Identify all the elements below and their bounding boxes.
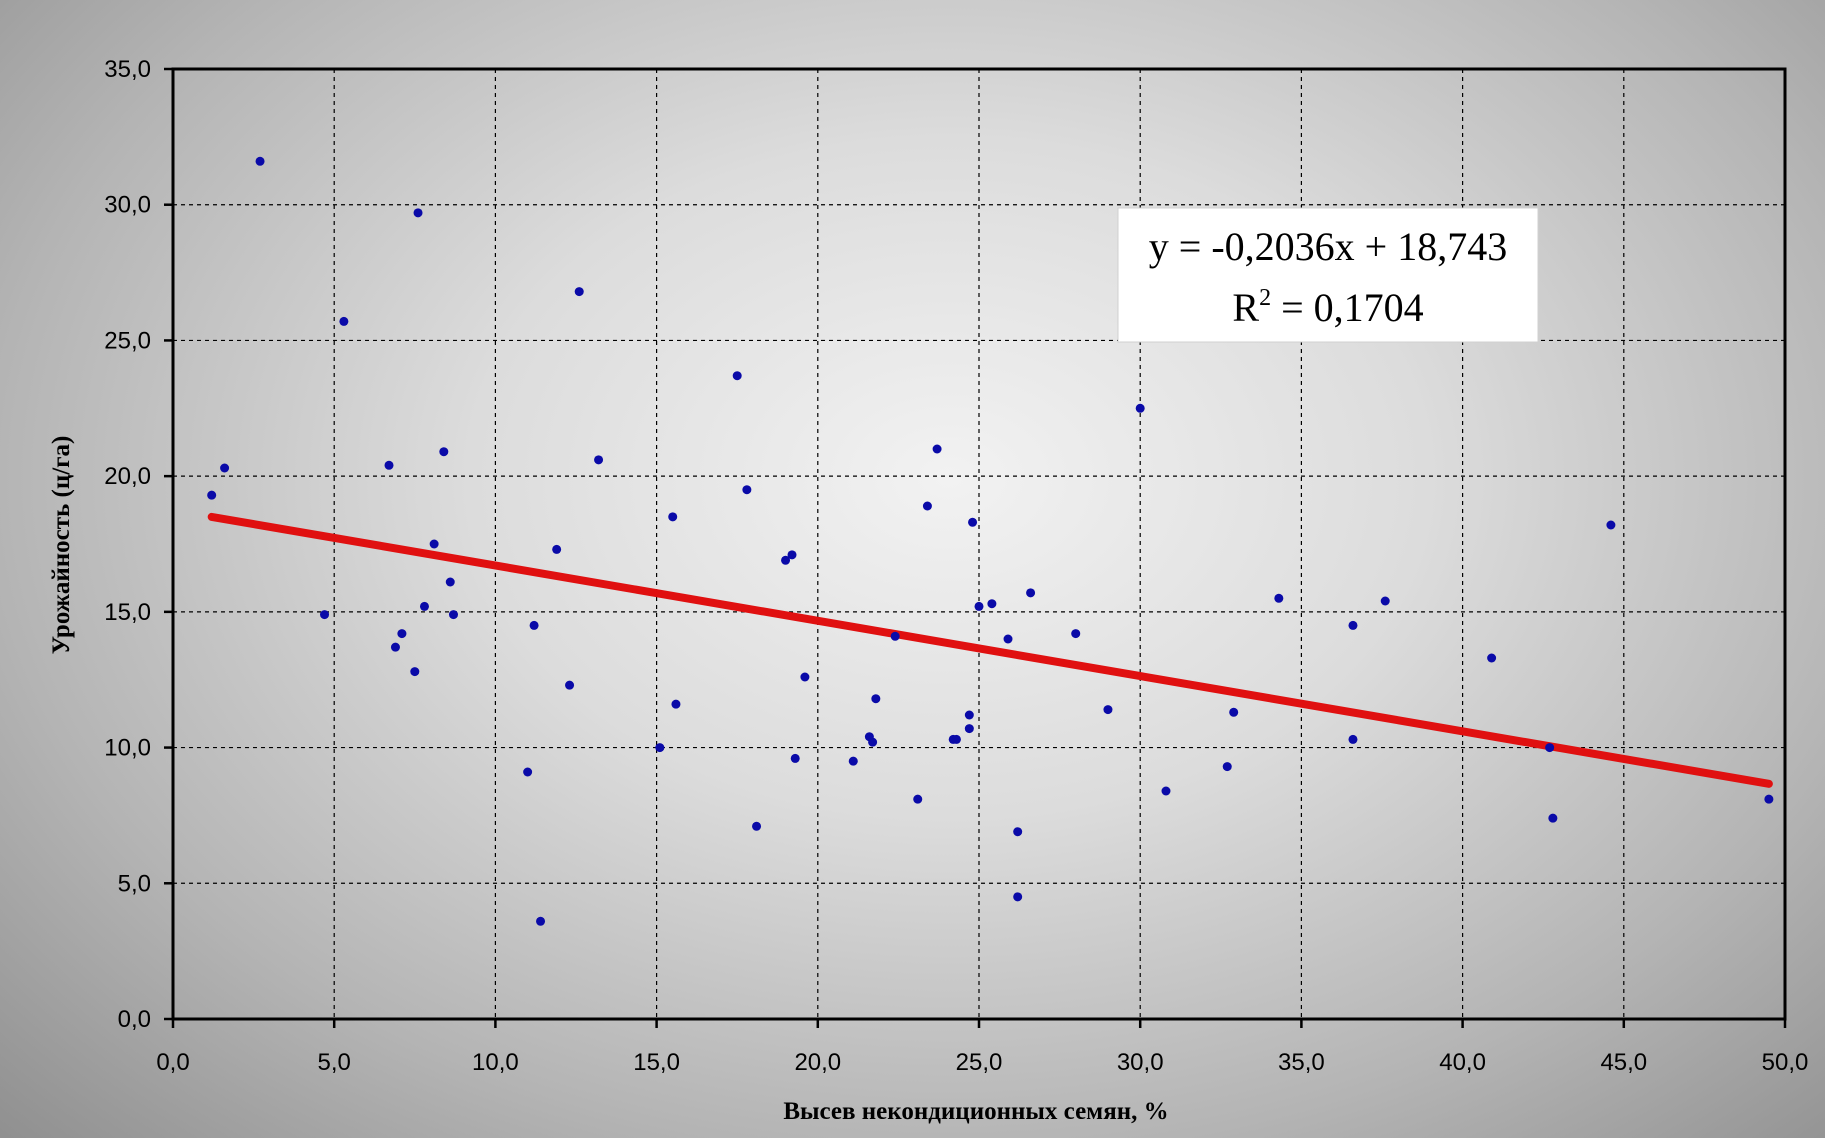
y-tick-label: 35,0: [104, 56, 151, 83]
data-point: [1222, 762, 1232, 772]
r-squared-exponent: 2: [1259, 285, 1271, 311]
data-point: [913, 794, 923, 804]
data-point: [1026, 588, 1036, 598]
y-tick-labels: 0,0 5,0 10,0 15,0 20,0 25,0 30,0 35,0: [104, 56, 151, 1033]
data-point: [220, 463, 230, 473]
x-tick-label: 35,0: [1278, 1049, 1325, 1076]
data-point: [536, 916, 546, 926]
data-point: [565, 680, 575, 690]
data-point: [1545, 743, 1555, 753]
data-point: [397, 629, 407, 639]
data-point: [594, 455, 604, 465]
data-point: [574, 287, 584, 297]
y-tick-label: 5,0: [118, 870, 151, 897]
data-point: [529, 620, 539, 630]
data-point: [1548, 813, 1558, 823]
x-tick-label: 30,0: [1117, 1049, 1164, 1076]
data-point: [868, 737, 878, 747]
data-point: [1013, 892, 1023, 902]
data-point: [339, 316, 349, 326]
data-point: [523, 767, 533, 777]
x-tick-label: 0,0: [156, 1049, 189, 1076]
data-point: [752, 821, 762, 831]
data-point: [987, 599, 997, 609]
r-squared-label: R2 = 0,1704: [1232, 285, 1423, 330]
x-tick-labels: 0,0 5,0 10,0 15,0 20,0 25,0 30,0 35,0 40,0 45,0 50…: [156, 1049, 1808, 1076]
data-point: [848, 756, 858, 766]
equation-box: y = -0,2036x + 18,743 R2 = 0,1704: [1117, 207, 1539, 343]
data-point: [1003, 634, 1013, 644]
data-point: [410, 667, 420, 677]
trendline-equation: y = -0,2036x + 18,743: [1149, 224, 1507, 269]
y-tick-label: 10,0: [104, 735, 151, 762]
data-point: [439, 447, 449, 457]
data-point: [1348, 734, 1358, 744]
x-tick-label: 45,0: [1600, 1049, 1647, 1076]
trendline: [207, 512, 1773, 788]
r-squared-symbol: R: [1232, 285, 1259, 330]
x-tick-label: 15,0: [633, 1049, 680, 1076]
data-point: [932, 444, 942, 454]
data-point: [390, 642, 400, 652]
r-squared-value: = 0,1704: [1271, 285, 1424, 330]
data-point: [732, 371, 742, 381]
data-point: [255, 156, 265, 166]
data-point: [951, 734, 961, 744]
data-point: [871, 694, 881, 704]
data-point: [1274, 593, 1284, 603]
data-point: [781, 555, 791, 565]
data-point: [922, 501, 932, 511]
data-point: [1348, 620, 1358, 630]
data-point: [1103, 705, 1113, 715]
data-point: [668, 512, 678, 522]
data-point: [800, 672, 810, 682]
data-point: [413, 208, 423, 218]
y-tick-label: 30,0: [104, 192, 151, 219]
grid-lines: [173, 68, 1785, 1019]
data-point: [742, 485, 752, 495]
data-point: [1229, 707, 1239, 717]
data-point: [968, 517, 978, 527]
x-axis-title: Высев некондиционных семян, %: [783, 1098, 1168, 1125]
data-point: [320, 610, 330, 620]
data-point: [1487, 653, 1497, 663]
data-point: [1606, 520, 1616, 530]
data-point: [552, 544, 562, 554]
data-point: [787, 550, 797, 560]
data-point: [1135, 403, 1145, 413]
x-tick-label: 40,0: [1439, 1049, 1486, 1076]
data-points: [207, 156, 1774, 926]
data-point: [890, 631, 900, 641]
data-point: [429, 539, 439, 549]
data-point: [384, 460, 394, 470]
data-point: [1380, 596, 1390, 606]
y-tick-label: 25,0: [104, 327, 151, 354]
data-point: [974, 601, 984, 611]
data-point: [790, 753, 800, 763]
trendline-path: [207, 512, 1773, 788]
data-point: [445, 577, 455, 587]
data-point: [1071, 629, 1081, 639]
x-tick-label: 50,0: [1762, 1049, 1809, 1076]
data-point: [1764, 794, 1774, 804]
data-point: [964, 710, 974, 720]
axes: [164, 67, 1787, 1028]
x-tick-label: 25,0: [956, 1049, 1003, 1076]
data-point: [1013, 827, 1023, 837]
data-point: [207, 490, 217, 500]
y-tick-label: 20,0: [104, 463, 151, 490]
y-tick-label: 15,0: [104, 599, 151, 626]
data-point: [1161, 786, 1171, 796]
y-tick-label: 0,0: [118, 1006, 151, 1033]
y-axis-title: Урожайность (ц/га): [48, 436, 75, 655]
x-tick-label: 5,0: [318, 1049, 351, 1076]
data-point: [671, 699, 681, 709]
x-tick-label: 10,0: [472, 1049, 519, 1076]
data-point: [964, 724, 974, 734]
data-point: [419, 601, 429, 611]
data-point: [448, 610, 458, 620]
data-point: [655, 743, 665, 753]
x-tick-label: 20,0: [794, 1049, 841, 1076]
